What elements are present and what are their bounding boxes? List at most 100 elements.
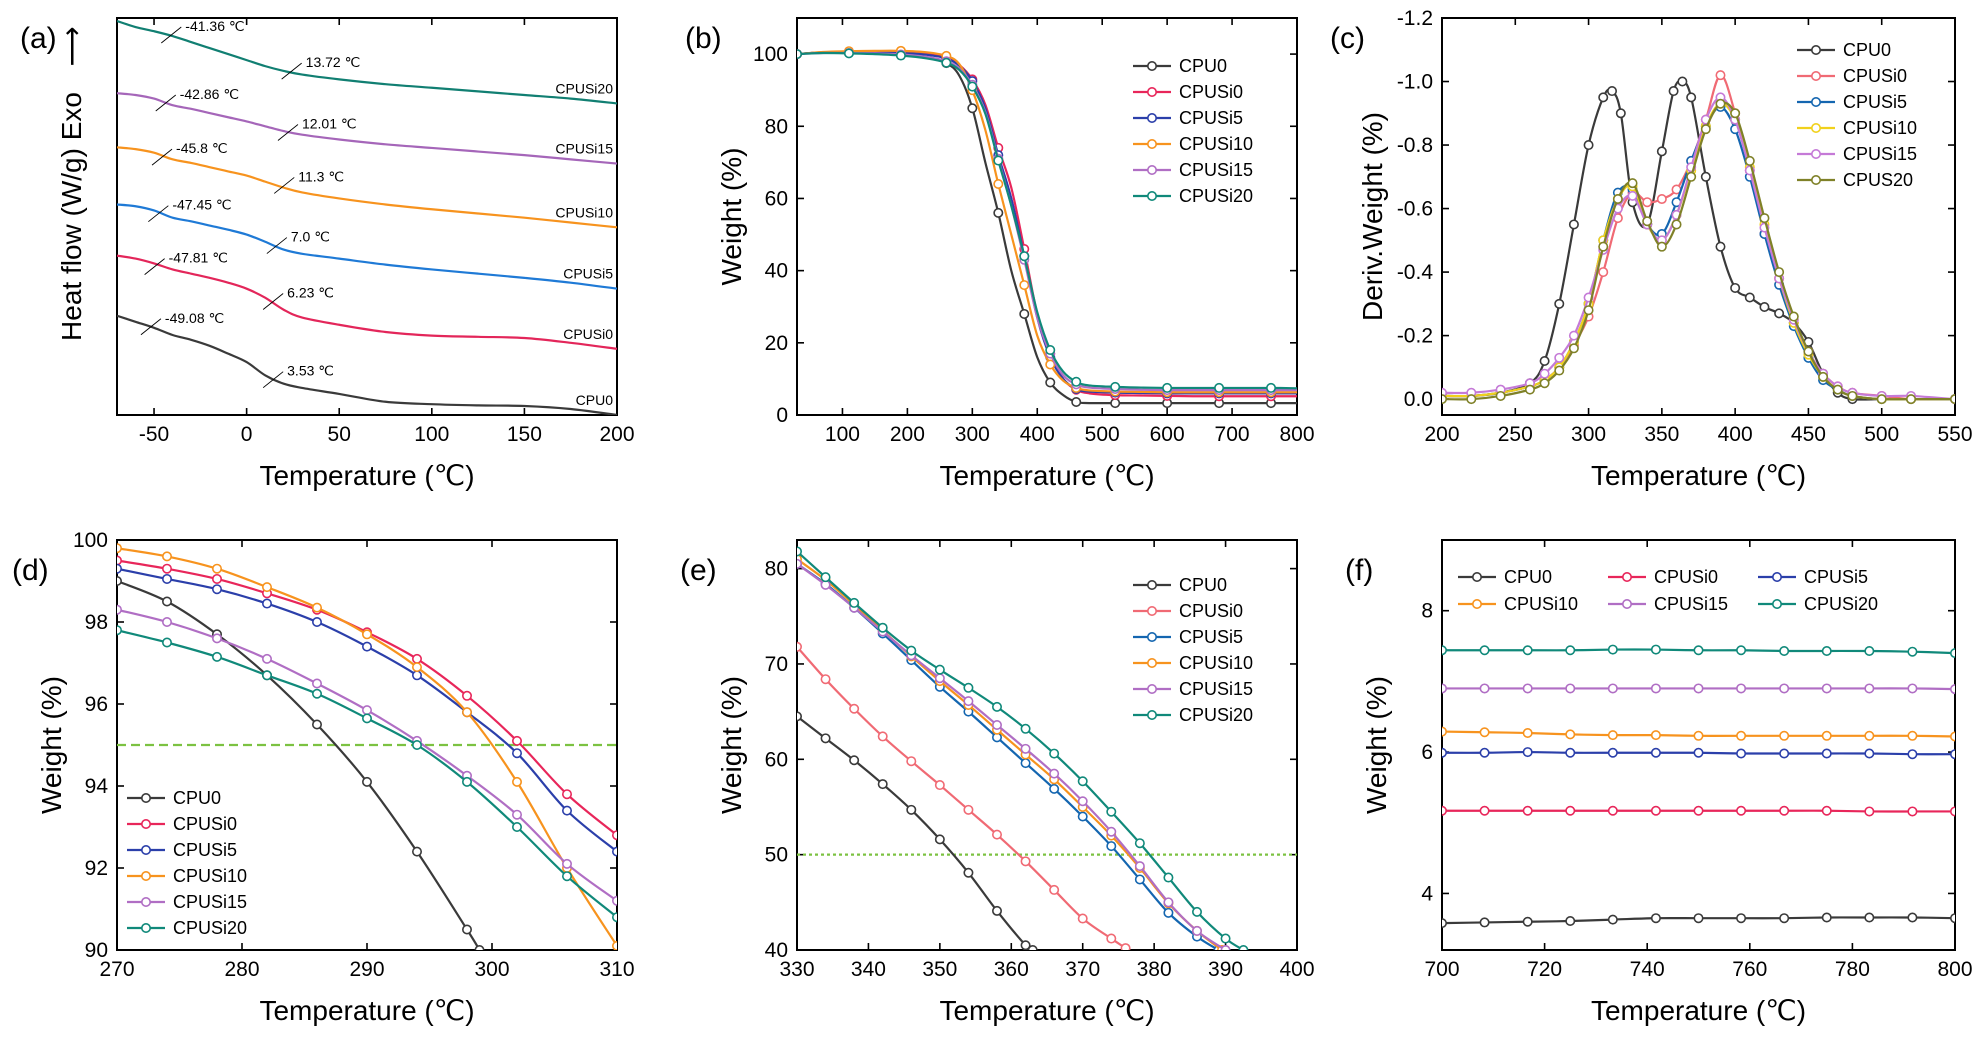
legend-label: CPUSi10 — [1179, 134, 1253, 154]
data-point-CPUSi20 — [941, 57, 952, 68]
data-point-CPUSi20 — [1162, 382, 1173, 393]
data-point-CPU0 — [1442, 918, 1447, 929]
data-point-CPUSi0 — [1077, 913, 1088, 924]
legend-label: CPU0 — [1179, 575, 1227, 595]
data-point-CPUSi10 — [311, 602, 322, 613]
x-tick-label: 290 — [349, 958, 384, 981]
x-tick-label: 740 — [1630, 958, 1665, 981]
data-point-CPUSi5 — [1479, 747, 1490, 758]
data-point-CPUSi15 — [1627, 190, 1638, 201]
data-point-CPU0 — [906, 804, 917, 815]
data-point-CPU0 — [1693, 913, 1704, 924]
data-point-CPUSi0 — [934, 780, 945, 791]
annotation-label: -49.08 ℃ — [165, 310, 224, 326]
y-axis-title: Weight (%) — [1361, 676, 1392, 814]
data-point-CPUSi10 — [212, 563, 223, 574]
data-point-CPUS20 — [1730, 108, 1741, 119]
data-point-CPUS20 — [1642, 216, 1653, 227]
data-point-CPUSi20 — [561, 871, 572, 882]
data-point-CPUSi20 — [612, 912, 617, 923]
data-point-CPUSi20 — [991, 701, 1002, 712]
data-point-CPUSi20 — [1736, 645, 1747, 656]
data-point-CPUS20 — [1656, 241, 1667, 252]
y-tick-label: 60 — [765, 187, 788, 210]
data-point-CPU0 — [1715, 241, 1726, 252]
data-point-CPU0 — [1821, 912, 1832, 923]
plot-area — [117, 19, 617, 415]
data-point-CPUS20 — [1524, 384, 1535, 395]
x-tick-label: 270 — [99, 958, 134, 981]
data-point-CPUS20 — [1671, 219, 1682, 230]
data-point-CPUS20 — [1847, 390, 1858, 401]
data-point-CPUSi5 — [361, 641, 372, 652]
data-point-CPUSi5 — [1020, 758, 1031, 769]
data-point-CPU0 — [1110, 398, 1121, 409]
legend: CPU0 CPUSi0 CPUSi5 CPUSi10 CPUSi15 CPUSi20 — [1133, 575, 1253, 725]
data-point-CPUSi20 — [117, 625, 122, 636]
plot-area — [117, 543, 617, 950]
data-point-CPUSi20 — [1163, 872, 1174, 883]
data-point-CPUSi15 — [1907, 683, 1918, 694]
data-point-CPU0 — [1864, 912, 1875, 923]
annotation-label: 11.3 ℃ — [298, 168, 344, 184]
y-tick-label: 50 — [765, 844, 788, 867]
data-point-CPUSi15 — [1192, 925, 1203, 936]
data-point-CPUS20 — [1598, 241, 1609, 252]
data-point-CPU0 — [993, 207, 1004, 218]
data-point-CPUS20 — [1744, 155, 1755, 166]
data-point-CPUS20 — [1759, 213, 1770, 224]
data-point-CPUSi20 — [843, 48, 854, 59]
legend-swatch-marker — [141, 818, 152, 829]
legend-swatch-marker — [1147, 165, 1158, 176]
data-point-CPUS20 — [1700, 124, 1711, 135]
legend-label: CPUSi5 — [173, 840, 237, 860]
legend-label: CPUSi5 — [1179, 627, 1243, 647]
data-point-CPUSi10 — [1045, 359, 1056, 370]
data-point-CPU0 — [1479, 917, 1490, 928]
data-point-CPU0 — [1598, 92, 1609, 103]
data-point-CPUSi20 — [820, 572, 831, 583]
data-point-CPU0 — [1568, 219, 1579, 230]
y-tick-label: 92 — [85, 857, 108, 880]
data-point-CPUSi0 — [1736, 805, 1747, 816]
series-line-CPU0 — [797, 715, 1034, 950]
legend-label: CPUSi10 — [1843, 118, 1917, 138]
data-point-CPUSi10 — [1950, 731, 1955, 742]
data-point-CPUSi20 — [1214, 382, 1225, 393]
data-point-CPUSi20 — [311, 688, 322, 699]
y-tick-label: 98 — [85, 611, 108, 634]
data-point-CPUSi20 — [963, 682, 974, 693]
y-tick-label: 100 — [73, 529, 108, 552]
data-point-CPUSi15 — [1442, 683, 1447, 694]
plot-area — [1442, 70, 1955, 405]
annotation-label: 13.72 ℃ — [306, 54, 361, 70]
data-point-CPUSi20 — [212, 651, 223, 662]
data-point-CPU0 — [1950, 913, 1955, 924]
data-point-CPUS20 — [1876, 394, 1887, 405]
data-point-CPUS20 — [1554, 365, 1565, 376]
data-point-CPUSi0 — [1907, 806, 1918, 817]
series-line-CPUSi20 — [797, 51, 1297, 390]
legend-swatch-marker — [1472, 598, 1483, 609]
annotation-leader — [140, 318, 162, 336]
data-point-CPUSi15 — [1693, 683, 1704, 694]
data-point-CPUSi15 — [1522, 683, 1533, 694]
data-point-CPU0 — [1736, 913, 1747, 924]
data-point-CPUSi15 — [511, 809, 522, 820]
legend-label: CPUSi15 — [1654, 594, 1728, 614]
series-line-CPUSi5 — [797, 562, 1220, 950]
y-tick-label: 80 — [765, 115, 788, 138]
data-point-CPUSi0 — [1522, 805, 1533, 816]
annotation-leader — [273, 177, 295, 194]
x-tick-label: 400 — [1718, 423, 1753, 446]
data-point-CPU0 — [1730, 282, 1741, 293]
series-line-CPUSi15 — [1442, 96, 1955, 401]
legend-swatch-marker — [1811, 149, 1822, 160]
data-point-CPUSi0 — [797, 641, 802, 652]
data-point-CPUSi20 — [1864, 645, 1875, 656]
data-point-CPUSi10 — [1522, 727, 1533, 738]
data-point-CPUSi0 — [117, 555, 122, 566]
legend-label: CPU0 — [1504, 567, 1552, 587]
legend-label: CPUSi20 — [1804, 594, 1878, 614]
data-point-CPUSi20 — [993, 155, 1004, 166]
